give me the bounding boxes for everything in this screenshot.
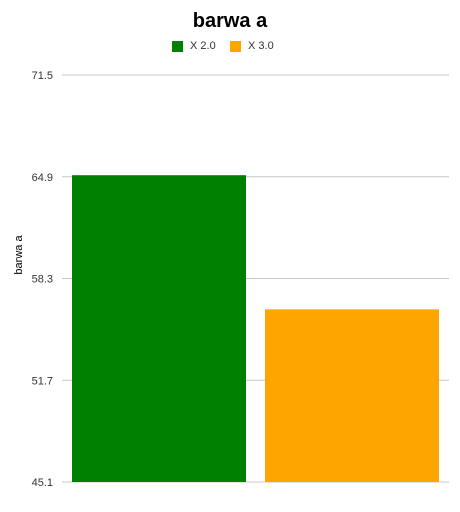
bar-x-2-0 [72, 175, 246, 483]
y-axis-label: barwa a [13, 235, 25, 275]
legend-item-x30: X 3.0 [230, 39, 274, 53]
y-tick-label: 58.3 [32, 274, 53, 286]
chart-title: barwa a [192, 10, 268, 32]
legend: X 2.0 X 3.0 [0, 39, 460, 53]
y-tick-label: 64.9 [32, 172, 53, 184]
legend-label-x20: X 2.0 [190, 40, 216, 52]
bar-x-3-0 [265, 309, 439, 482]
legend-swatch-x20 [172, 40, 183, 52]
legend-item-x20: X 2.0 [172, 39, 216, 53]
y-tick-label: 71.5 [32, 70, 53, 82]
legend-label-x30: X 3.0 [248, 40, 274, 52]
y-tick-label: 45.1 [32, 477, 53, 489]
legend-swatch-x30 [230, 40, 241, 52]
y-tick-label: 51.7 [32, 375, 53, 387]
